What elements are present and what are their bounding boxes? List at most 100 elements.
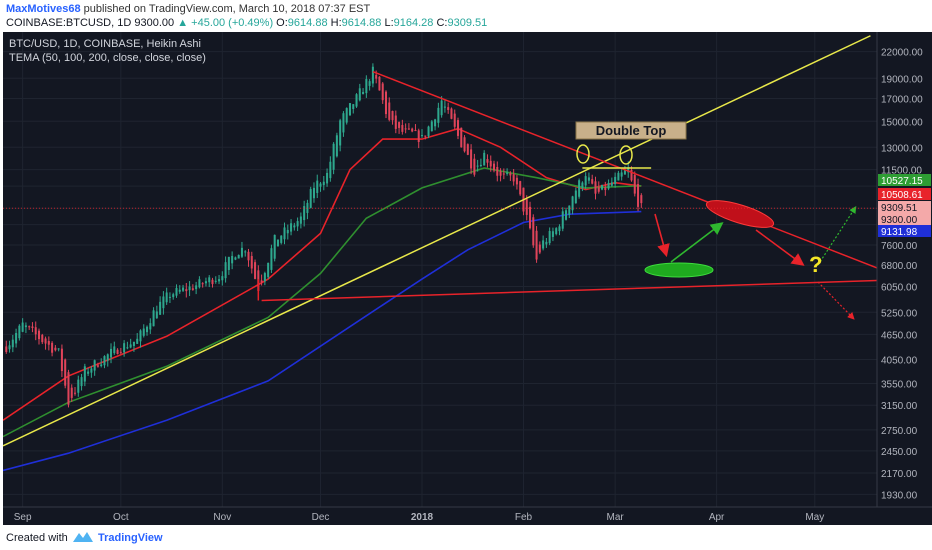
candle-body: [18, 325, 21, 339]
candle-body: [149, 323, 152, 330]
price-tag-label: 9300.00: [881, 215, 918, 226]
y-tick-label: 1930.00: [881, 490, 918, 501]
x-tick-label: 2018: [411, 512, 434, 523]
ohlc-close-label: C:: [436, 17, 448, 29]
candle-body: [129, 344, 132, 348]
x-tick-label: Dec: [312, 512, 330, 523]
candle-body: [470, 149, 473, 169]
ma-line: [3, 167, 642, 438]
candle-body: [489, 160, 492, 167]
y-tick-label: 17000.00: [881, 94, 923, 105]
candle-body: [54, 347, 57, 351]
candle-body: [182, 287, 185, 291]
candle-body: [571, 196, 574, 211]
candle-body: [538, 244, 541, 253]
candle-body: [515, 177, 518, 185]
candle-body: [486, 159, 489, 163]
chart-area[interactable]: Double Top ? BTC/USD, 1D, COINBASE, Heik…: [3, 32, 932, 525]
candle-body: [375, 74, 378, 79]
candle-body: [587, 177, 590, 181]
candle-body: [211, 279, 214, 285]
candle-body: [483, 152, 486, 166]
candle-body: [142, 328, 145, 336]
candle-body: [607, 182, 610, 189]
ma-line: [3, 210, 642, 472]
candle-body: [312, 187, 315, 199]
price-change: +45.00 (+0.49%): [191, 17, 274, 29]
candle-body: [44, 338, 47, 344]
price-tag-box: [878, 174, 931, 186]
candle-body: [594, 181, 597, 194]
candle-body: [529, 206, 532, 229]
candle-body: [123, 343, 126, 353]
candle-body: [57, 348, 60, 350]
y-tick-label: 6050.00: [881, 282, 918, 293]
footer: Created with TradingView: [0, 525, 932, 550]
candle-body: [434, 119, 437, 127]
ohlc-open-value: 9614.88: [287, 17, 328, 29]
price-axis-background: [877, 32, 932, 525]
y-tick-label: 2450.00: [881, 447, 918, 458]
symbol-text: COINBASE:BTCUSD, 1D: [6, 17, 132, 29]
candle-body: [574, 190, 577, 204]
candle-body: [64, 359, 67, 386]
price-tag-box: [878, 201, 931, 213]
candle-body: [106, 354, 109, 361]
candle-body: [591, 179, 594, 184]
candle-body: [100, 364, 103, 367]
ohlc-open-label: O:: [276, 17, 288, 29]
ohlc-high-label: H:: [330, 17, 342, 29]
double-top-label: Double Top: [596, 123, 667, 138]
candle-body: [456, 120, 460, 136]
double-top-circle-2: [619, 145, 633, 165]
candle-body: [342, 113, 345, 133]
y-tick-label: 15000.00: [881, 117, 923, 128]
candle-body: [365, 79, 368, 94]
y-tick-label: 6800.00: [881, 261, 918, 272]
candle-body: [398, 122, 401, 128]
candle-body: [568, 205, 571, 215]
candle-body: [280, 235, 283, 243]
candle-body: [96, 365, 99, 367]
trend-drawings: [3, 35, 877, 447]
published-text: published on TradingView.com, March 10, …: [83, 3, 371, 15]
candle-body: [440, 100, 443, 116]
price-axis[interactable]: 22000.00 19000.00 17000.00 15000.00 13000.00…: [876, 32, 932, 525]
candle-body: [411, 128, 414, 132]
candle-body: [90, 368, 93, 373]
candle-body: [584, 176, 587, 186]
candle-body: [326, 172, 329, 184]
candle-body: [414, 130, 417, 132]
candle-body: [139, 330, 142, 342]
candle-body: [231, 255, 234, 264]
candle-body: [633, 175, 636, 194]
candle-body: [260, 280, 263, 283]
candle-body: [34, 327, 37, 335]
price-tag-box: [878, 225, 931, 237]
x-tick-label: May: [805, 512, 824, 523]
candle-body: [339, 120, 342, 146]
candle-body: [476, 165, 479, 167]
time-axis[interactable]: Sep Oct Nov Dec 2018 Feb Mar Apr May: [3, 506, 932, 523]
candle-body: [162, 296, 165, 309]
candle-body: [358, 88, 361, 101]
candle-body: [74, 392, 77, 394]
price-chart[interactable]: Double Top ? BTC/USD, 1D, COINBASE, Heik…: [3, 32, 932, 525]
candle-body: [87, 371, 90, 374]
candle-body: [620, 172, 623, 177]
candle-body: [623, 170, 626, 175]
candle-body: [506, 172, 509, 174]
tradingview-logo-icon: [71, 530, 95, 547]
candle-body: [24, 325, 27, 328]
candle-body: [11, 339, 14, 348]
candle-body: [545, 241, 548, 245]
price-tag-label: 9131.98: [881, 227, 918, 238]
candle-body: [227, 256, 230, 270]
tradingview-brand[interactable]: TradingView: [98, 532, 163, 544]
candle-body: [630, 169, 633, 181]
double-top-box: [575, 121, 687, 140]
author-link[interactable]: MaxMotives68: [6, 3, 81, 15]
candle-body: [352, 104, 355, 110]
candle-body: [394, 115, 397, 129]
